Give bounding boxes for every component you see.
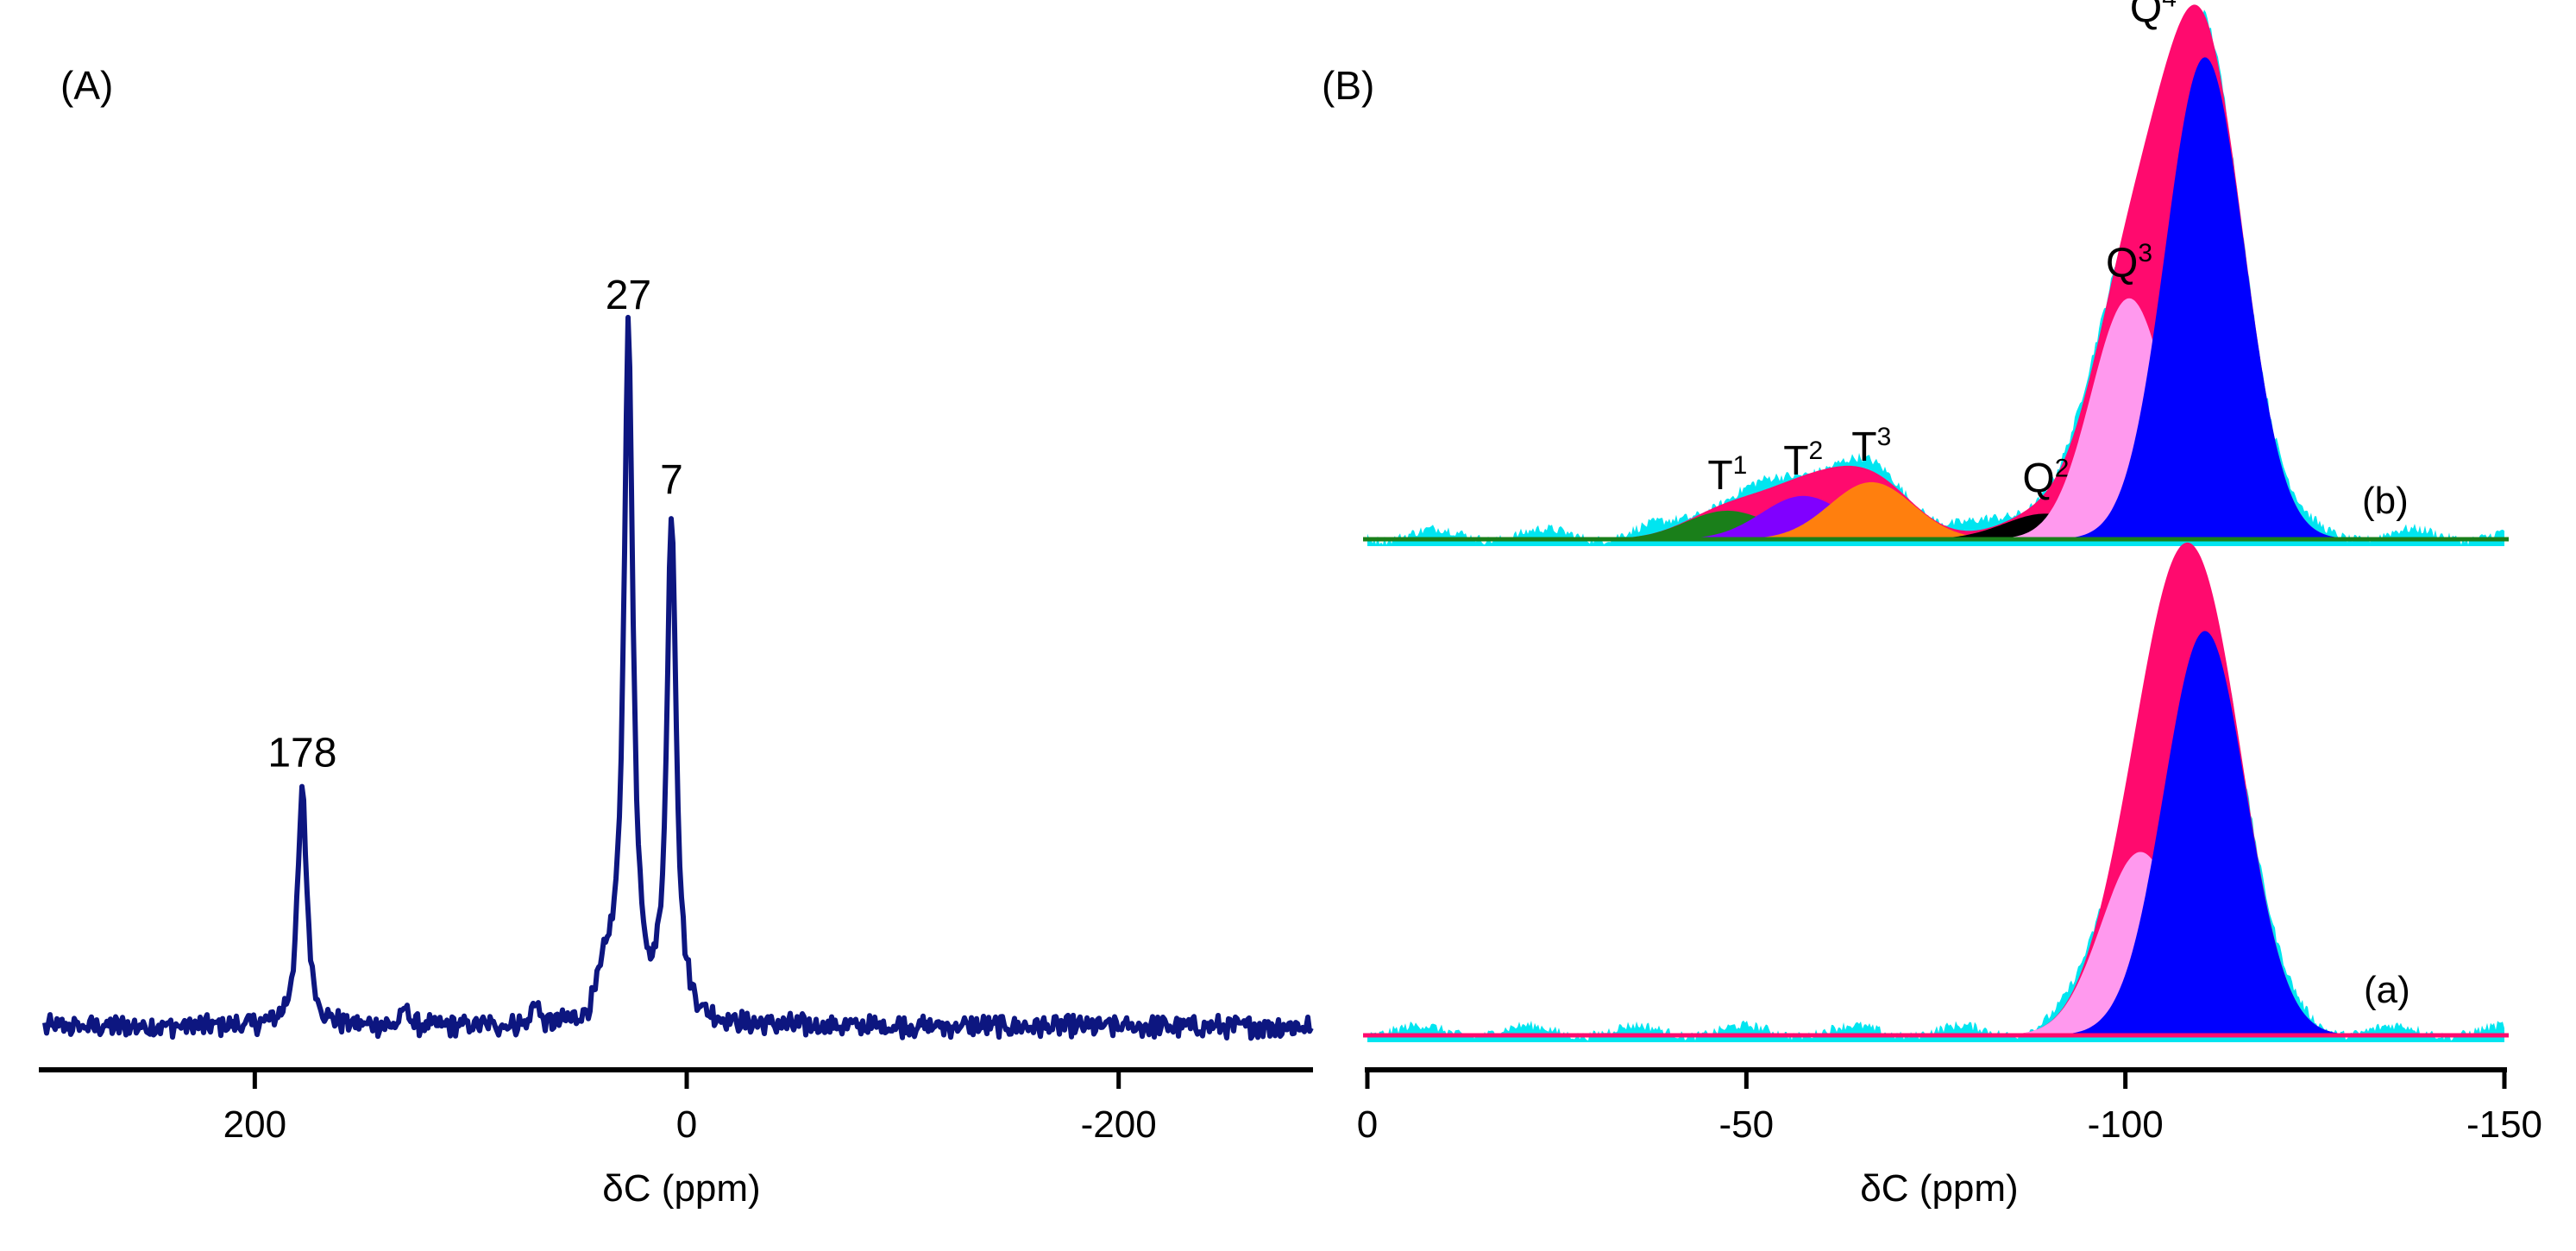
peak-label-27: 27 [606, 273, 651, 318]
fit-envelope [1367, 4, 2504, 539]
component-q4 [2047, 57, 2363, 539]
panel-b-tick-label: -50 [1719, 1103, 1775, 1146]
panel-b-tick-label: 0 [1357, 1103, 1378, 1146]
component-label-t1: T1 [1707, 451, 1747, 499]
panel-b-label: (B) [1322, 63, 1374, 108]
peak-label-178: 178 [267, 730, 336, 776]
component-t3 [1705, 481, 2039, 539]
panel-a-tick-label: 0 [676, 1103, 697, 1146]
panel-a-tick-label: -200 [1081, 1103, 1157, 1146]
panel-b-tick-label: -150 [2466, 1103, 2542, 1146]
panel-b-x-axis-title: δC (ppm) [1860, 1167, 2018, 1210]
component-t2 [1636, 495, 1970, 539]
component-label-t3: T3 [1851, 423, 1891, 470]
component-label-q2: Q2 [2022, 455, 2069, 502]
panel-b-trace-b: T1 T2 T3 Q2 Q3 Q4 [1363, 0, 2509, 546]
trace-b-label: (b) [2362, 480, 2409, 522]
panel-a: (A) 178 27 7 200 0 -200 δC (ppm) [39, 63, 1314, 1210]
peak-label-7: 7 [660, 457, 683, 503]
trace-a-label: (a) [2364, 969, 2410, 1011]
component-t1 [1561, 510, 1894, 539]
component-q3 [1977, 298, 2281, 539]
component-label-q4: Q4 [2130, 0, 2177, 32]
panel-a-tick-label: 200 [223, 1103, 286, 1146]
panel-b: (B) T1 T2 T3 Q2 Q3 Q4 (b) (a) 0 -50 -100 -150 δC… [1322, 0, 2542, 1210]
panel-b-tick-label: -100 [2088, 1103, 2164, 1146]
panel-a-x-axis-title: δC (ppm) [602, 1167, 760, 1210]
panel-a-spectrum-line [42, 314, 1314, 1041]
fit-envelope [1367, 542, 2504, 1035]
component-q4 [2041, 631, 2369, 1035]
measured-envelope [1367, 561, 2504, 1042]
panel-b-trace-a [1363, 542, 2509, 1042]
panel-a-label: (A) [60, 63, 113, 108]
component-label-q3: Q3 [2106, 239, 2152, 286]
measured-envelope [1367, 5, 2504, 546]
component-label-t2: T2 [1783, 437, 1823, 484]
